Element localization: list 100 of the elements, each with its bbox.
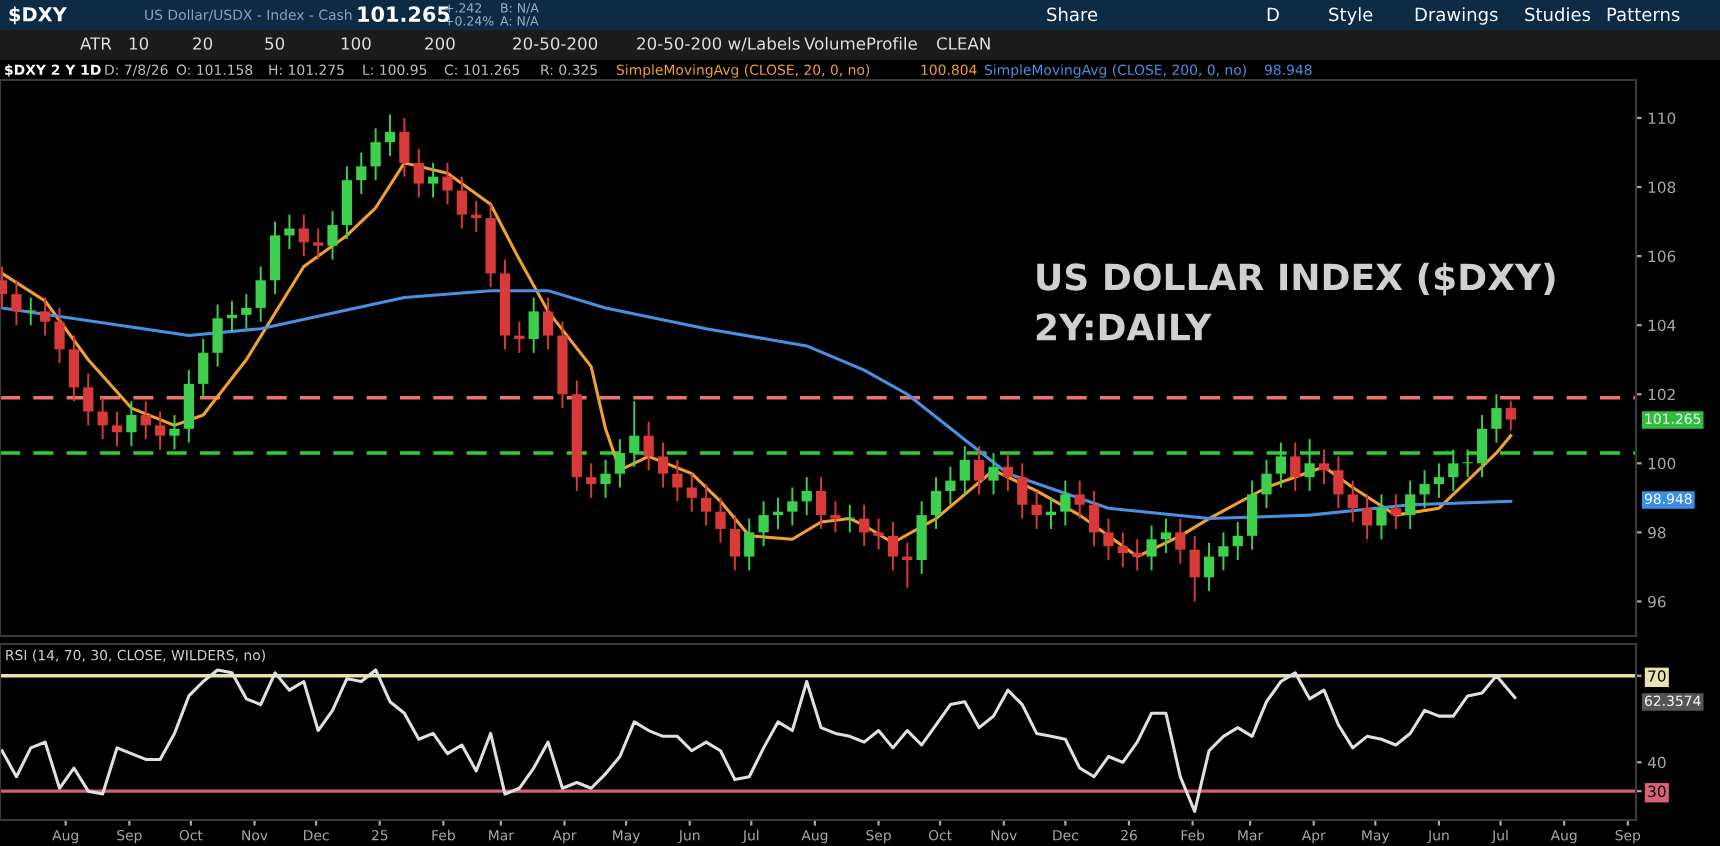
candlestick bbox=[1189, 534, 1200, 603]
candlestick bbox=[686, 472, 697, 513]
candlestick bbox=[126, 400, 137, 448]
candlestick bbox=[169, 414, 180, 451]
candlestick bbox=[11, 279, 22, 327]
candlestick bbox=[701, 483, 712, 527]
text: Patterns bbox=[1607, 7, 1680, 22]
text: Style bbox=[1329, 7, 1373, 25]
candlestick bbox=[887, 521, 899, 572]
candlestick bbox=[1146, 524, 1157, 572]
candlestick bbox=[729, 514, 740, 572]
candlestick bbox=[1390, 493, 1401, 530]
candlestick bbox=[528, 296, 539, 354]
candlestick bbox=[600, 458, 611, 499]
candlestick bbox=[413, 148, 424, 199]
candlestick bbox=[54, 306, 65, 365]
candlestick bbox=[1088, 489, 1100, 548]
text: 20-50-200 w/Labels bbox=[637, 36, 800, 52]
candlestick bbox=[1117, 531, 1128, 568]
candlestick bbox=[1462, 448, 1473, 479]
candlestick bbox=[1347, 479, 1358, 524]
text: 200 bbox=[425, 37, 455, 50]
candlestick bbox=[442, 161, 453, 206]
candlestick bbox=[988, 452, 999, 496]
candlestick bbox=[657, 441, 669, 489]
candlestick bbox=[959, 445, 970, 496]
candlestick bbox=[40, 296, 51, 337]
text: US DOLLAR INDEX ($DXY) bbox=[1037, 262, 1555, 296]
text: D bbox=[1267, 7, 1279, 21]
candlestick bbox=[1376, 493, 1387, 541]
candlestick bbox=[1060, 479, 1071, 527]
candlestick bbox=[154, 410, 166, 451]
candlestick bbox=[1031, 489, 1042, 530]
candlestick bbox=[1476, 414, 1488, 479]
candlestick bbox=[859, 503, 870, 548]
candlestick bbox=[255, 265, 266, 323]
text: $DXY bbox=[9, 6, 67, 25]
candlestick bbox=[25, 296, 36, 327]
text: 10 bbox=[129, 37, 149, 50]
candlestick bbox=[930, 476, 942, 530]
candlestick bbox=[284, 213, 295, 251]
candlestick bbox=[370, 127, 381, 182]
candlestick bbox=[68, 334, 80, 403]
candlestick bbox=[873, 517, 884, 551]
candlestick bbox=[1419, 469, 1430, 510]
candlestick bbox=[1448, 448, 1459, 492]
candlestick bbox=[1505, 400, 1516, 432]
candlestick bbox=[269, 220, 281, 296]
candlestick bbox=[614, 438, 626, 489]
candlestick bbox=[1405, 479, 1416, 530]
candlestick bbox=[1247, 479, 1258, 551]
candlestick bbox=[140, 400, 151, 441]
candlestick bbox=[801, 476, 812, 517]
candlestick bbox=[758, 500, 769, 548]
text: 50 bbox=[265, 37, 285, 50]
candlestick bbox=[384, 113, 396, 157]
candlestick bbox=[97, 396, 108, 441]
candlestick bbox=[945, 465, 956, 506]
candlestick bbox=[844, 503, 855, 534]
text: 2Y:DAILY bbox=[1036, 313, 1212, 341]
candlestick bbox=[1491, 393, 1502, 444]
candlestick bbox=[672, 458, 683, 503]
candlestick bbox=[715, 496, 726, 544]
candlestick bbox=[1275, 441, 1287, 489]
candlestick bbox=[1160, 517, 1172, 555]
candlestick bbox=[456, 175, 467, 230]
candlestick bbox=[327, 210, 338, 261]
candlestick bbox=[1261, 458, 1272, 510]
candlestick bbox=[1218, 531, 1229, 572]
candlestick bbox=[1290, 441, 1301, 492]
candlestick bbox=[1203, 541, 1215, 593]
text: 20 bbox=[193, 37, 213, 50]
candlestick bbox=[356, 151, 367, 195]
candlestick bbox=[787, 486, 798, 527]
text: Share bbox=[1047, 7, 1098, 22]
candlestick bbox=[629, 400, 640, 468]
candlestick bbox=[1304, 438, 1315, 492]
candlestick bbox=[1433, 462, 1445, 499]
text: Studies bbox=[1525, 7, 1591, 22]
candlestick bbox=[974, 445, 985, 496]
text: 101.265 bbox=[358, 6, 450, 23]
candlestick bbox=[341, 165, 353, 240]
candlestick bbox=[1103, 517, 1114, 561]
candlestick bbox=[241, 293, 252, 330]
candlestick bbox=[111, 410, 123, 448]
candlestick bbox=[830, 500, 841, 534]
text: VolumeProfile bbox=[804, 36, 917, 50]
candlestick bbox=[1017, 462, 1028, 520]
candlestick bbox=[399, 117, 410, 178]
candlestick bbox=[1175, 517, 1186, 565]
candlestick bbox=[313, 227, 324, 261]
candlestick bbox=[815, 476, 827, 530]
candlestick bbox=[198, 338, 209, 399]
candlestick bbox=[1074, 479, 1085, 520]
text: 100 bbox=[341, 37, 371, 50]
candlestick bbox=[212, 303, 223, 368]
candlestick bbox=[1232, 521, 1243, 561]
candlestick bbox=[586, 462, 597, 499]
line-series bbox=[0, 668, 1517, 813]
text: ATR bbox=[80, 37, 112, 50]
